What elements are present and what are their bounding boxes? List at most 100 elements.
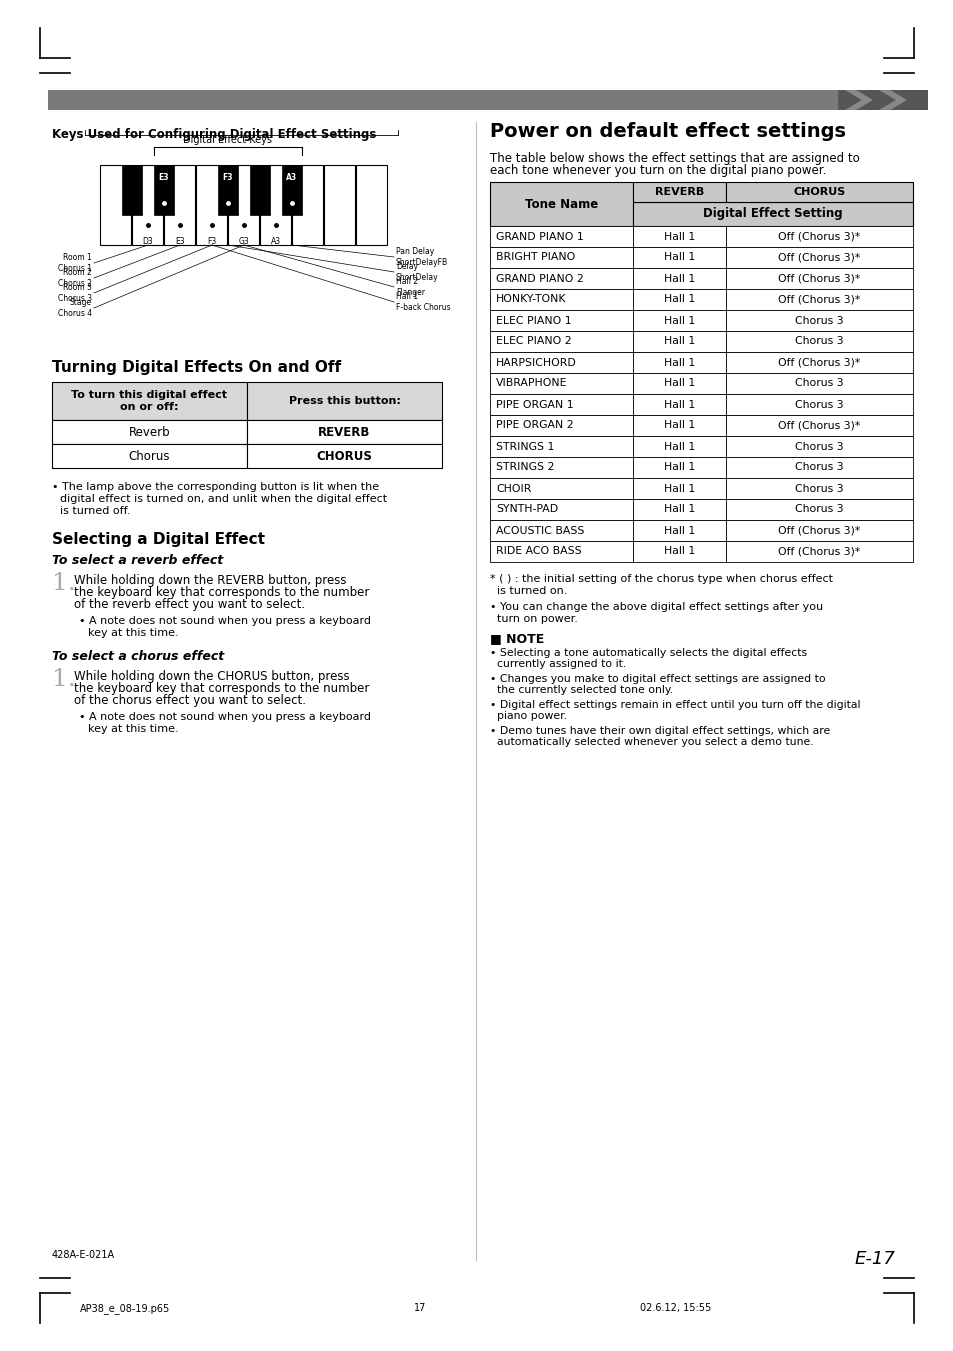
- Text: 1.: 1.: [52, 667, 75, 690]
- Text: ELEC PIANO 2: ELEC PIANO 2: [496, 336, 571, 346]
- Text: Hall 1: Hall 1: [663, 462, 695, 473]
- Text: automatically selected whenever you select a demo tune.: automatically selected whenever you sele…: [490, 738, 813, 747]
- Text: Off (Chorus 3)*: Off (Chorus 3)*: [778, 295, 860, 304]
- Bar: [490, 267, 633, 289]
- Text: Hall 1: Hall 1: [663, 547, 695, 557]
- Bar: [490, 415, 633, 436]
- Text: ■ NOTE: ■ NOTE: [490, 632, 543, 644]
- Text: CHOIR: CHOIR: [496, 484, 531, 493]
- Text: • A note does not sound when you press a keyboard: • A note does not sound when you press a…: [79, 712, 371, 721]
- Text: Hall 1: Hall 1: [663, 442, 695, 451]
- Bar: [100, 165, 131, 245]
- Text: Digital Effect Setting: Digital Effect Setting: [702, 208, 841, 220]
- Text: • You can change the above digital effect settings after you: • You can change the above digital effec…: [490, 603, 822, 612]
- Text: currently assigned to it.: currently assigned to it.: [490, 659, 625, 669]
- Text: REVERB: REVERB: [654, 186, 703, 197]
- Bar: [633, 457, 725, 478]
- Bar: [725, 267, 912, 289]
- Text: GRAND PIANO 2: GRAND PIANO 2: [496, 273, 583, 284]
- Text: Room 2
Chorus 2: Room 2 Chorus 2: [58, 269, 91, 288]
- Text: the keyboard key that corresponds to the number: the keyboard key that corresponds to the…: [74, 586, 369, 598]
- Text: Hall 1: Hall 1: [663, 273, 695, 284]
- Text: Hall 1: Hall 1: [663, 316, 695, 326]
- Bar: [490, 353, 633, 373]
- Bar: [633, 415, 725, 436]
- Text: Off (Chorus 3)*: Off (Chorus 3)*: [778, 231, 860, 242]
- Bar: [725, 457, 912, 478]
- Text: BRIGHT PIANO: BRIGHT PIANO: [496, 253, 575, 262]
- Bar: [490, 182, 633, 226]
- Text: of the reverb effect you want to select.: of the reverb effect you want to select.: [74, 598, 305, 611]
- Bar: [490, 394, 633, 415]
- Text: Chorus 3: Chorus 3: [795, 400, 842, 409]
- Text: While holding down the REVERB button, press: While holding down the REVERB button, pr…: [74, 574, 346, 586]
- Text: Press this button:: Press this button:: [288, 396, 400, 407]
- Text: is turned on.: is turned on.: [490, 586, 567, 596]
- Text: To select a reverb effect: To select a reverb effect: [52, 554, 223, 567]
- Bar: [633, 394, 725, 415]
- Text: RIDE ACO BASS: RIDE ACO BASS: [496, 547, 581, 557]
- Bar: [247, 444, 441, 467]
- Text: turn on power.: turn on power.: [490, 613, 578, 624]
- Bar: [490, 373, 633, 394]
- Bar: [725, 289, 912, 309]
- Text: is turned off.: is turned off.: [60, 507, 131, 516]
- Text: HARPSICHORD: HARPSICHORD: [496, 358, 577, 367]
- Bar: [633, 203, 912, 226]
- Bar: [725, 247, 912, 267]
- Text: Hall 1: Hall 1: [663, 378, 695, 389]
- Bar: [260, 165, 291, 245]
- Bar: [52, 444, 247, 467]
- Bar: [633, 373, 725, 394]
- Bar: [153, 165, 173, 215]
- Text: Off (Chorus 3)*: Off (Chorus 3)*: [778, 358, 860, 367]
- Bar: [725, 478, 912, 499]
- Bar: [218, 165, 237, 215]
- Text: 17: 17: [414, 1302, 426, 1313]
- Bar: [195, 165, 227, 245]
- Bar: [633, 267, 725, 289]
- Text: GRAND PIANO 1: GRAND PIANO 1: [496, 231, 583, 242]
- Bar: [725, 436, 912, 457]
- Text: each tone whenever you turn on the digital piano power.: each tone whenever you turn on the digit…: [490, 163, 825, 177]
- Text: Chorus 3: Chorus 3: [795, 316, 842, 326]
- Text: Hall 1: Hall 1: [663, 295, 695, 304]
- Bar: [633, 247, 725, 267]
- Text: REVERB: REVERB: [318, 426, 371, 439]
- Bar: [633, 353, 725, 373]
- Text: Hall 1: Hall 1: [663, 504, 695, 515]
- Bar: [490, 331, 633, 353]
- Text: Off (Chorus 3)*: Off (Chorus 3)*: [778, 273, 860, 284]
- Bar: [247, 382, 441, 420]
- Bar: [490, 436, 633, 457]
- Text: Reverb: Reverb: [129, 426, 171, 439]
- Text: • A note does not sound when you press a keyboard: • A note does not sound when you press a…: [79, 616, 371, 626]
- Polygon shape: [878, 91, 906, 109]
- Text: Room 3
Chorus 3: Room 3 Chorus 3: [58, 284, 91, 303]
- Text: Hall 1: Hall 1: [663, 526, 695, 535]
- Text: Hall 1: Hall 1: [663, 420, 695, 431]
- Text: E-17: E-17: [853, 1250, 894, 1269]
- Bar: [490, 499, 633, 520]
- Text: Off (Chorus 3)*: Off (Chorus 3)*: [778, 526, 860, 535]
- Text: • Demo tunes have their own digital effect settings, which are: • Demo tunes have their own digital effe…: [490, 725, 829, 736]
- Bar: [633, 331, 725, 353]
- Text: Delay
ShortDelay: Delay ShortDelay: [395, 262, 438, 282]
- Bar: [122, 165, 142, 215]
- Text: SYNTH-PAD: SYNTH-PAD: [496, 504, 558, 515]
- Text: Hall 1: Hall 1: [663, 231, 695, 242]
- Text: 428A-E-021A: 428A-E-021A: [52, 1250, 115, 1260]
- Bar: [490, 226, 633, 247]
- Text: Turning Digital Effects On and Off: Turning Digital Effects On and Off: [52, 359, 341, 376]
- Text: • The lamp above the corresponding button is lit when the: • The lamp above the corresponding butto…: [52, 482, 378, 492]
- Bar: [250, 165, 270, 215]
- Bar: [725, 415, 912, 436]
- Text: Chorus 3: Chorus 3: [795, 484, 842, 493]
- Text: While holding down the CHORUS button, press: While holding down the CHORUS button, pr…: [74, 670, 349, 684]
- Text: G3: G3: [238, 236, 249, 246]
- Bar: [228, 165, 258, 245]
- Bar: [725, 309, 912, 331]
- Text: * ( ) : the initial setting of the chorus type when chorus effect: * ( ) : the initial setting of the choru…: [490, 574, 832, 584]
- Text: the keyboard key that corresponds to the number: the keyboard key that corresponds to the…: [74, 682, 369, 694]
- Text: • Changes you make to digital effect settings are assigned to: • Changes you make to digital effect set…: [490, 674, 824, 684]
